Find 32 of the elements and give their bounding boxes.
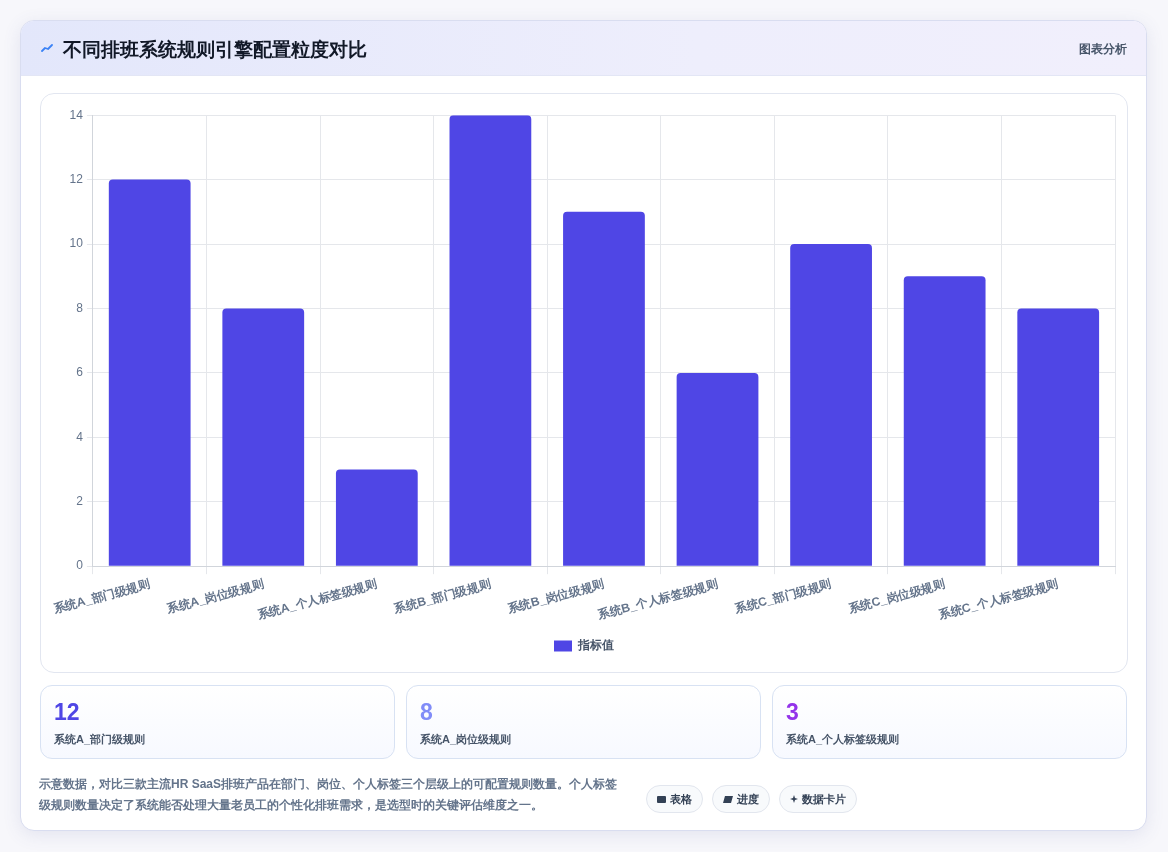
y-tick-label: 10 bbox=[69, 236, 84, 251]
bar bbox=[903, 276, 986, 566]
bar bbox=[563, 211, 645, 566]
y-tick-label: 0 bbox=[76, 558, 84, 573]
text: 表格 bbox=[670, 791, 692, 807]
bar bbox=[222, 308, 305, 566]
y-tick-label: 6 bbox=[76, 365, 84, 380]
bar bbox=[790, 244, 872, 566]
x-tick-label: 系统A_部门级规则 bbox=[50, 576, 152, 617]
bar bbox=[676, 372, 759, 566]
y-tick-label: 4 bbox=[76, 429, 84, 444]
text: 系统A_岗位级规则 bbox=[420, 732, 512, 747]
bar bbox=[108, 179, 191, 566]
text: 示意数据，对比三款主流HR SaaS排班产品在部门、岗位、个人标签三个层级上的可配置规则数量。个人标签级规则数量决定了系统能否处理大量老员工的个性化排班需求，是选型时的关键评估维度之一。 bbox=[39, 776, 619, 814]
chart-title: 不同排班系统规则引擎配置粒度对比 bbox=[63, 38, 367, 62]
bar bbox=[1017, 308, 1100, 566]
y-tick-label: 12 bbox=[69, 171, 84, 186]
x-tick-label: 系统C_部门级规则 bbox=[732, 576, 833, 617]
text: 3 bbox=[786, 699, 799, 725]
text: 系统A_个人标签级规则 bbox=[786, 732, 900, 747]
x-tick-label: 系统B_部门级规则 bbox=[391, 576, 493, 617]
y-tick-label: 8 bbox=[76, 300, 84, 315]
bar bbox=[449, 115, 532, 566]
text: 8 bbox=[420, 699, 433, 725]
text: 图表分析 bbox=[1079, 42, 1127, 56]
bar bbox=[335, 469, 418, 566]
text: 进度 bbox=[737, 791, 759, 807]
y-tick-label: 14 bbox=[69, 107, 84, 122]
y-tick-label: 2 bbox=[76, 494, 84, 509]
legend-label: 指标值 bbox=[577, 638, 614, 653]
text: 数据卡片 bbox=[802, 791, 846, 807]
text: 系统A_部门级规则 bbox=[54, 732, 146, 747]
